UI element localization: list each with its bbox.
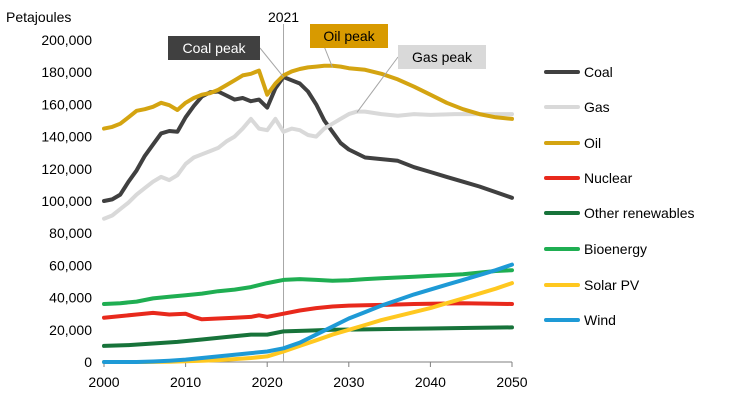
y-tick-label: 200,000 — [41, 32, 92, 48]
legend-label: Nuclear — [584, 170, 633, 186]
y-tick-label: 80,000 — [49, 225, 92, 241]
y-axis-label: Petajoules — [6, 9, 71, 25]
legend-label: Gas — [584, 99, 610, 115]
y-tick-label: 40,000 — [49, 290, 92, 306]
series-line-other-renewables — [102, 325, 514, 348]
legend-label: Solar PV — [584, 277, 640, 293]
reference-line-label: 2021 — [268, 9, 299, 25]
annotation-leader — [356, 56, 399, 113]
legend-label: Bioenergy — [584, 241, 647, 257]
y-tick-label: 120,000 — [41, 161, 92, 177]
legend-label: Wind — [584, 312, 616, 328]
annotation-leader — [259, 47, 284, 78]
y-tick-label: 160,000 — [41, 96, 92, 112]
annotation-label: Coal peak — [182, 40, 246, 56]
x-tick-label: 2040 — [415, 374, 446, 390]
series-line-wind — [102, 262, 514, 364]
series-line-coal — [102, 75, 514, 203]
x-tick-label: 2010 — [170, 374, 201, 390]
annotation-label: Gas peak — [412, 49, 473, 65]
y-tick-label: 20,000 — [49, 322, 92, 338]
series-line-nuclear — [102, 301, 514, 322]
annotation-box — [310, 24, 388, 48]
series-line-solar-pv — [102, 281, 514, 364]
x-tick-label: 2050 — [496, 374, 527, 390]
y-axis-ticks: 0 20,000 40,000 60,000 80,000 100,000 120,000 1… — [41, 32, 92, 370]
annotation-box — [398, 45, 486, 69]
annotation-label: Oil peak — [323, 28, 375, 44]
x-tick-label: 2000 — [88, 374, 119, 390]
annotation-box — [168, 36, 260, 60]
series-lines — [102, 63, 514, 364]
series-line-oil — [102, 63, 514, 131]
y-tick-label: 60,000 — [49, 257, 92, 273]
legend-label: Other renewables — [584, 205, 695, 221]
y-tick-label: 100,000 — [41, 193, 92, 209]
y-tick-label: 0 — [84, 354, 92, 370]
legend-label: Coal — [584, 64, 613, 80]
y-tick-label: 140,000 — [41, 129, 92, 145]
peak-annotations: Coal peak Oil peak Gas peak — [168, 24, 486, 113]
series-line-gas — [102, 109, 514, 221]
y-tick-label: 180,000 — [41, 64, 92, 80]
x-tick-label: 2020 — [252, 374, 283, 390]
legend-label: Oil — [584, 135, 601, 151]
x-tick-label: 2030 — [333, 374, 364, 390]
legend: Coal Gas Oil Nuclear Other renewables Bioener… — [544, 64, 695, 328]
x-axis-ticks: 2000 2010 2020 2030 2040 2050 — [88, 362, 528, 390]
series-line-bioenergy — [102, 268, 514, 306]
